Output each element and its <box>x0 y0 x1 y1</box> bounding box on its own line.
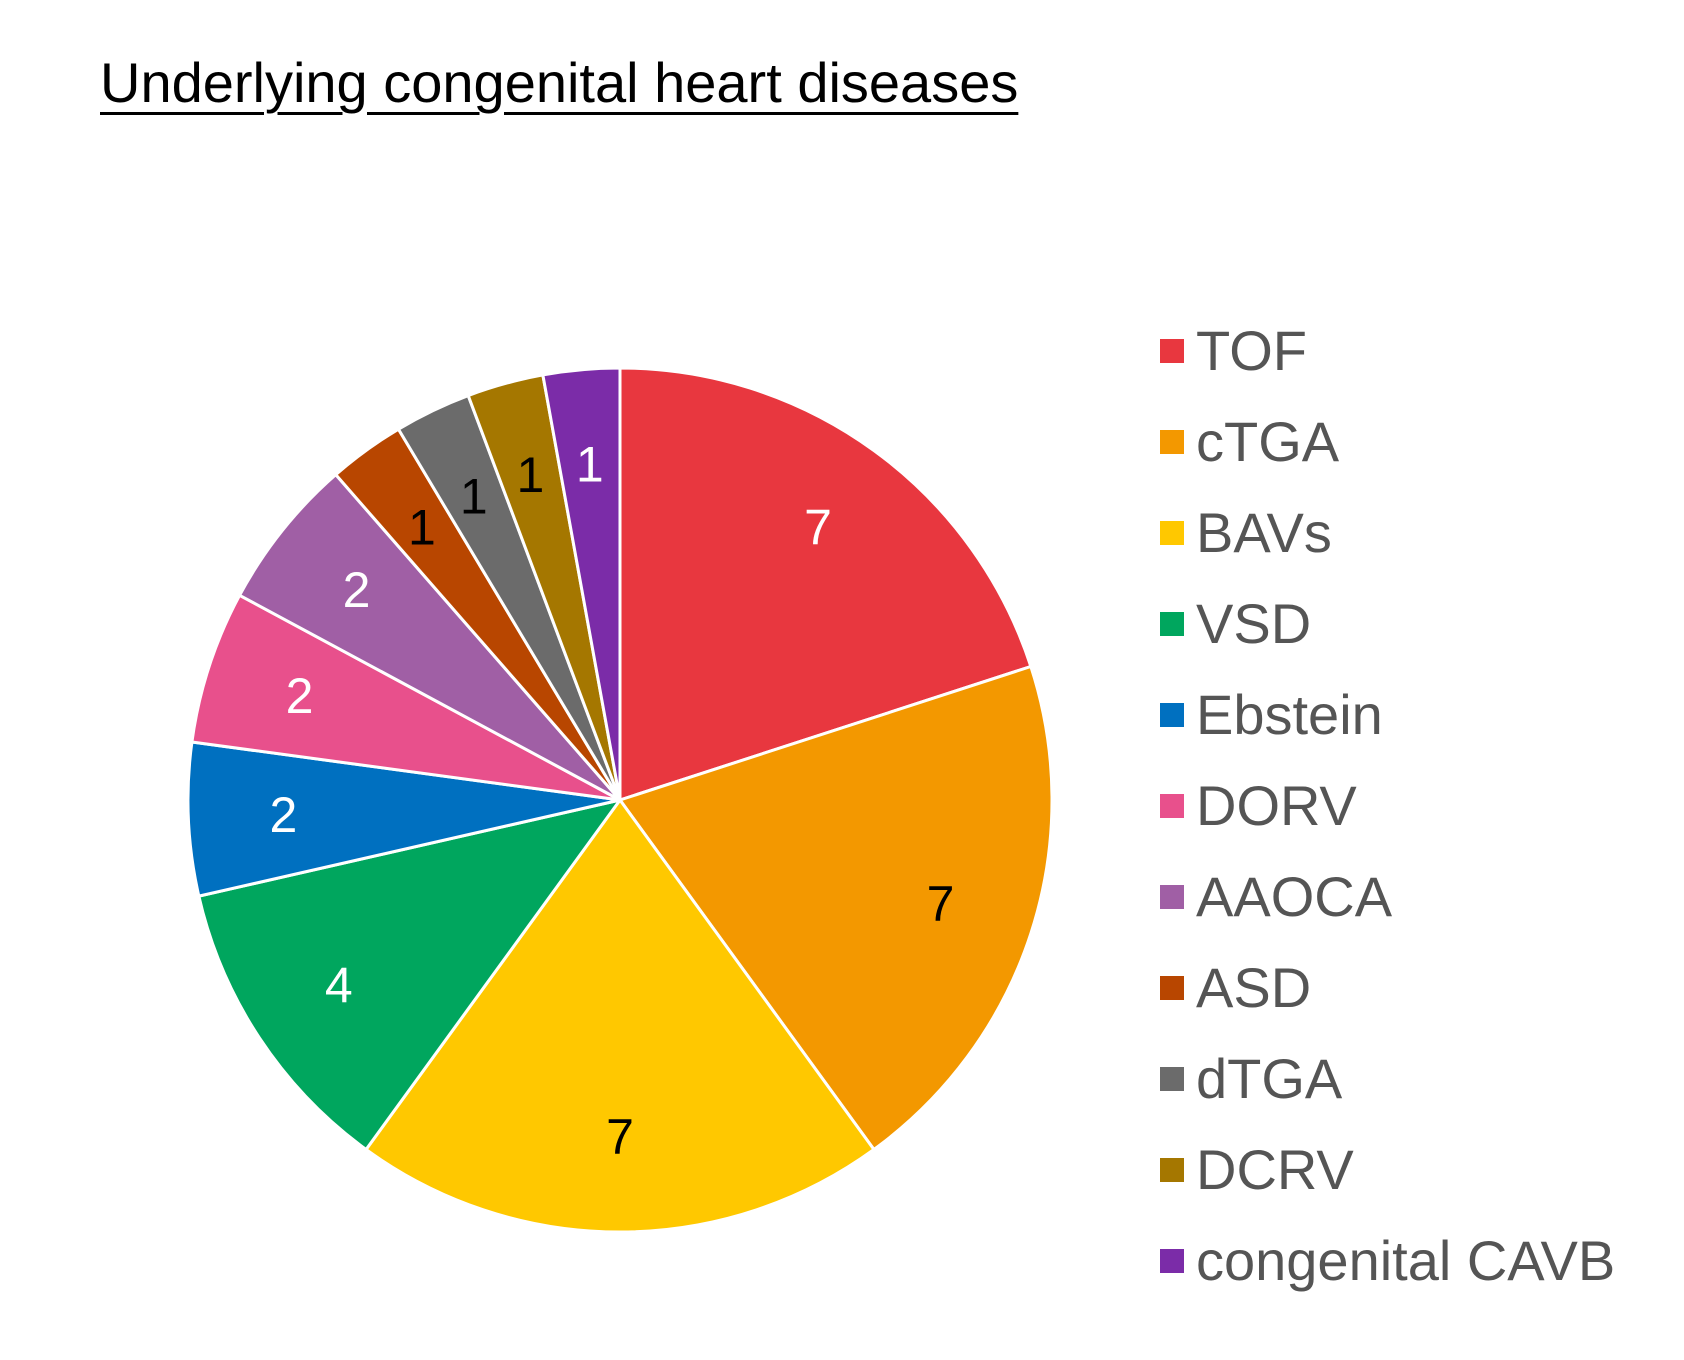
slice-value-label: 7 <box>804 499 832 555</box>
legend-swatch <box>1160 429 1184 454</box>
pie-slice-congenital-cavb <box>541 366 622 802</box>
legend-label: Ebstein <box>1196 682 1383 746</box>
legend-item: DORV <box>1160 760 1615 851</box>
legend-item: AAOCA <box>1160 851 1615 942</box>
legend-item: ASD <box>1160 942 1615 1033</box>
pie-slice-ctga <box>618 665 1054 1151</box>
legend-label: DORV <box>1196 773 1357 837</box>
legend-swatch <box>1160 1157 1184 1182</box>
legend-item: dTGA <box>1160 1033 1615 1124</box>
slice-value-label: 4 <box>325 958 353 1014</box>
legend-item: congenital CAVB <box>1160 1215 1615 1306</box>
legend-item: BAVs <box>1160 487 1615 578</box>
slice-value-label: 7 <box>606 1109 634 1165</box>
legend-label: BAVs <box>1196 500 1332 564</box>
legend-swatch <box>1160 1066 1184 1091</box>
legend-swatch <box>1160 793 1184 818</box>
slice-value-label: 1 <box>460 468 488 524</box>
legend-swatch <box>1160 884 1184 909</box>
legend-swatch <box>1160 702 1184 727</box>
legend: TOF cTGA BAVs VSD Ebstein DORV AAOCA ASD dTGA DCR… <box>1160 305 1615 1306</box>
legend-item: Ebstein <box>1160 669 1615 760</box>
legend-item: cTGA <box>1160 396 1615 487</box>
legend-item: VSD <box>1160 578 1615 669</box>
slice-value-label: 2 <box>269 787 297 843</box>
chart-title: Underlying congenital heart diseases <box>100 51 1019 114</box>
legend-swatch <box>1160 338 1184 363</box>
legend-label: ASD <box>1196 955 1312 1019</box>
legend-label: dTGA <box>1196 1046 1343 1110</box>
legend-item: DCRV <box>1160 1124 1615 1215</box>
pie-slice-tof <box>618 366 1033 802</box>
slice-value-label: 2 <box>286 668 314 724</box>
legend-label: VSD <box>1196 591 1312 655</box>
legend-label: TOF <box>1196 318 1307 382</box>
slice-value-label: 7 <box>927 876 955 932</box>
pie-slice-vsd <box>197 798 622 1151</box>
legend-swatch <box>1160 520 1184 545</box>
legend-item: TOF <box>1160 305 1615 396</box>
pie-slice-ebstein <box>186 740 622 898</box>
pie-slice-dorv <box>190 593 622 802</box>
slice-value-label: 1 <box>576 436 604 492</box>
legend-swatch <box>1160 611 1184 636</box>
slice-value-label: 2 <box>343 562 371 618</box>
legend-label: congenital CAVB <box>1196 1228 1616 1292</box>
pie-slice-aaoca <box>238 473 622 802</box>
slice-value-label: 1 <box>408 499 436 555</box>
legend-label: cTGA <box>1196 409 1340 473</box>
legend-swatch <box>1160 975 1184 1000</box>
slice-value-label: 1 <box>516 447 544 503</box>
legend-label: AAOCA <box>1196 864 1393 928</box>
legend-label: DCRV <box>1196 1137 1354 1201</box>
pie-slice-bavs <box>364 798 876 1234</box>
legend-swatch <box>1160 1248 1184 1273</box>
